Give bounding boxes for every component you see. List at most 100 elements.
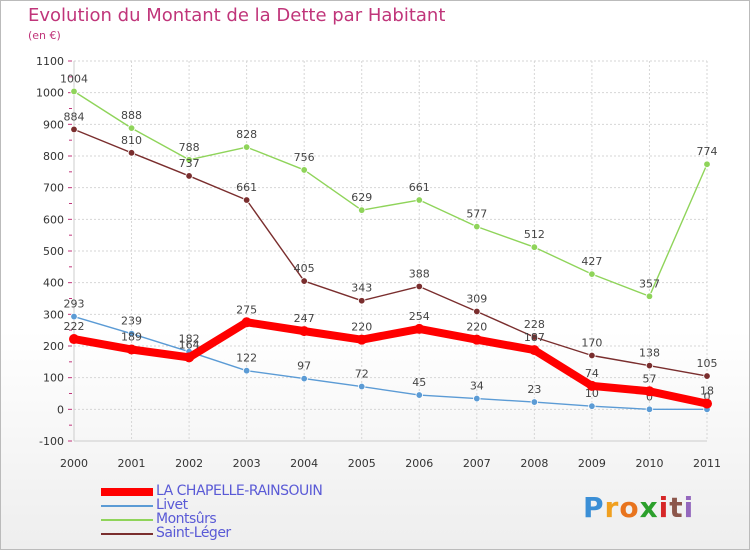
data-label: 810 — [121, 134, 142, 147]
data-point — [703, 160, 711, 168]
legend-swatch — [101, 488, 153, 496]
data-point — [300, 277, 308, 285]
x-tick-label: 2008 — [520, 457, 548, 470]
x-tick-label: 2002 — [175, 457, 203, 470]
data-point — [185, 156, 193, 164]
data-point — [127, 149, 136, 157]
data-label: 788 — [179, 141, 200, 154]
data-label: 164 — [179, 338, 200, 351]
data-point — [415, 196, 423, 204]
data-label: 254 — [409, 310, 430, 323]
data-label: 0 — [704, 390, 711, 403]
data-label: 629 — [351, 191, 372, 204]
data-point — [184, 352, 195, 363]
x-tick-label: 2006 — [405, 457, 433, 470]
series-line — [70, 318, 711, 408]
data-point — [70, 87, 78, 96]
data-point — [300, 374, 308, 383]
series-line — [73, 90, 708, 297]
y-tick-label: 800 — [43, 150, 64, 163]
data-point — [530, 398, 539, 406]
data-point — [358, 297, 366, 305]
data-label: 888 — [121, 109, 142, 122]
y-tick-label: 400 — [43, 277, 64, 290]
y-tick-label: 900 — [43, 118, 64, 131]
data-point — [473, 307, 481, 316]
legend: LA CHAPELLE-RAINSOUIN Livet Montsûrs Sai… — [101, 483, 401, 541]
data-point — [588, 270, 596, 278]
y-tick-label: 1000 — [36, 87, 64, 100]
y-tick-label: 600 — [43, 213, 64, 226]
data-point — [242, 143, 251, 151]
legend-label: LA CHAPELLE-RAINSOUIN — [156, 483, 323, 499]
data-label: 661 — [236, 181, 257, 194]
data-point — [356, 334, 367, 345]
data-label: 45 — [412, 376, 426, 389]
data-label: 239 — [121, 315, 142, 328]
data-label: 309 — [466, 292, 487, 305]
logo-letter: r — [604, 491, 620, 524]
data-point — [702, 398, 712, 409]
x-tick-label: 2010 — [635, 457, 663, 470]
data-label: 187 — [524, 331, 545, 344]
data-label: 105 — [697, 357, 718, 370]
logo-letter: P — [583, 491, 605, 524]
data-point — [586, 380, 597, 391]
data-label: 247 — [294, 312, 315, 325]
data-point — [414, 323, 425, 334]
legend-item-livet: Livet — [101, 497, 401, 513]
data-point — [126, 344, 137, 355]
data-point — [127, 329, 136, 338]
series-line — [73, 315, 708, 411]
y-tick-label: 700 — [43, 182, 64, 195]
data-label: 10 — [585, 387, 599, 400]
chart-subtitle: (en €) — [28, 29, 61, 42]
x-tick-label: 2000 — [60, 457, 88, 470]
legend-label: Saint-Léger — [156, 525, 231, 541]
legend-swatch — [101, 533, 153, 535]
data-point — [70, 312, 78, 321]
y-tick-label: 100 — [43, 372, 64, 385]
data-point — [529, 345, 540, 356]
y-tick-label: 1100 — [36, 55, 64, 68]
x-tick-label: 2007 — [463, 457, 491, 470]
data-label: 756 — [294, 151, 315, 164]
legend-label: Livet — [156, 497, 188, 513]
x-tick-label: 2001 — [118, 457, 146, 470]
data-point — [588, 402, 596, 410]
logo-letter: i — [683, 491, 695, 524]
logo-letter: x — [639, 491, 659, 524]
data-label: 220 — [466, 321, 487, 334]
data-point — [530, 333, 539, 341]
data-label: 577 — [466, 208, 487, 221]
data-label: 189 — [121, 330, 142, 343]
y-tick-label: 500 — [43, 245, 64, 258]
data-label: 97 — [297, 360, 311, 373]
data-point — [645, 405, 654, 414]
logo-letter: o — [619, 491, 640, 524]
data-label: 170 — [581, 337, 602, 350]
data-label: 220 — [351, 321, 372, 334]
data-label: 18 — [700, 385, 714, 398]
data-point — [127, 124, 136, 132]
y-tick-label: 300 — [43, 308, 64, 321]
data-label: 228 — [524, 318, 545, 331]
data-point — [473, 222, 481, 231]
data-label: 138 — [639, 347, 660, 360]
data-label: 122 — [236, 352, 257, 365]
legend-label: Montsûrs — [156, 511, 217, 527]
data-label: 74 — [585, 367, 599, 380]
data-label: 828 — [236, 128, 257, 141]
data-point — [645, 361, 654, 370]
data-point — [415, 391, 423, 399]
data-point — [242, 367, 251, 375]
x-tick-label: 2011 — [693, 457, 721, 470]
y-tick-label: -100 — [39, 435, 64, 448]
data-point — [70, 125, 78, 134]
data-point — [644, 386, 655, 397]
data-point — [358, 206, 366, 214]
data-label: 222 — [64, 320, 85, 333]
data-point — [473, 394, 481, 403]
data-label: 737 — [179, 157, 200, 170]
legend-item-saint-leger: Saint-Léger — [101, 525, 401, 541]
